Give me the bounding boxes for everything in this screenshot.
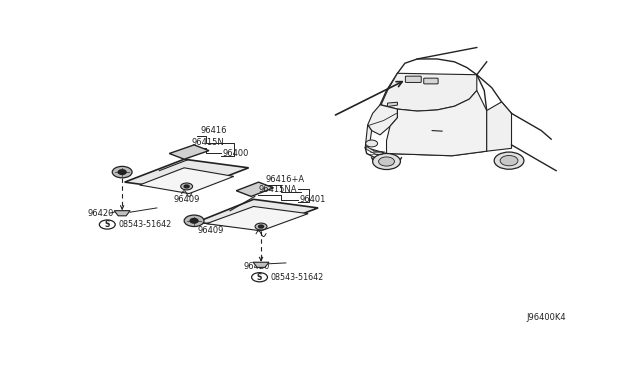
Circle shape (372, 154, 401, 170)
Circle shape (180, 183, 193, 190)
Text: 96400: 96400 (223, 149, 249, 158)
Circle shape (379, 157, 394, 166)
Circle shape (365, 140, 378, 147)
Text: 96401: 96401 (300, 195, 326, 204)
Polygon shape (387, 90, 486, 156)
Polygon shape (236, 182, 273, 196)
Circle shape (500, 155, 518, 166)
Polygon shape (486, 102, 511, 151)
Polygon shape (381, 73, 477, 111)
Text: 96416: 96416 (200, 126, 227, 135)
FancyBboxPatch shape (405, 76, 421, 83)
Text: 96409: 96409 (198, 226, 224, 235)
FancyBboxPatch shape (424, 78, 438, 84)
Polygon shape (125, 159, 249, 191)
Polygon shape (196, 199, 318, 230)
Text: 96416+A: 96416+A (266, 175, 305, 184)
Circle shape (99, 220, 115, 229)
Polygon shape (140, 168, 234, 193)
Circle shape (255, 223, 267, 230)
Text: S: S (104, 220, 110, 229)
Circle shape (494, 152, 524, 169)
Circle shape (252, 273, 268, 282)
Text: 96415NA: 96415NA (259, 185, 297, 194)
Text: 08543-51642: 08543-51642 (271, 273, 324, 282)
Text: 96415N: 96415N (191, 138, 225, 147)
Circle shape (184, 215, 204, 227)
Polygon shape (366, 146, 383, 156)
Text: S: S (257, 273, 262, 282)
Polygon shape (365, 125, 372, 148)
Circle shape (259, 225, 264, 228)
Text: 96409: 96409 (173, 195, 200, 204)
Polygon shape (114, 211, 130, 216)
Circle shape (112, 166, 132, 178)
Polygon shape (207, 206, 308, 231)
Polygon shape (169, 145, 209, 159)
Polygon shape (388, 102, 397, 106)
Text: J96400K4: J96400K4 (527, 314, 566, 323)
Text: 96420: 96420 (88, 209, 114, 218)
Polygon shape (253, 262, 269, 267)
Text: 96420: 96420 (244, 262, 270, 271)
Polygon shape (367, 105, 397, 135)
Circle shape (190, 218, 198, 223)
Circle shape (118, 170, 126, 174)
Circle shape (184, 185, 189, 188)
Text: 08543-51642: 08543-51642 (118, 220, 172, 229)
